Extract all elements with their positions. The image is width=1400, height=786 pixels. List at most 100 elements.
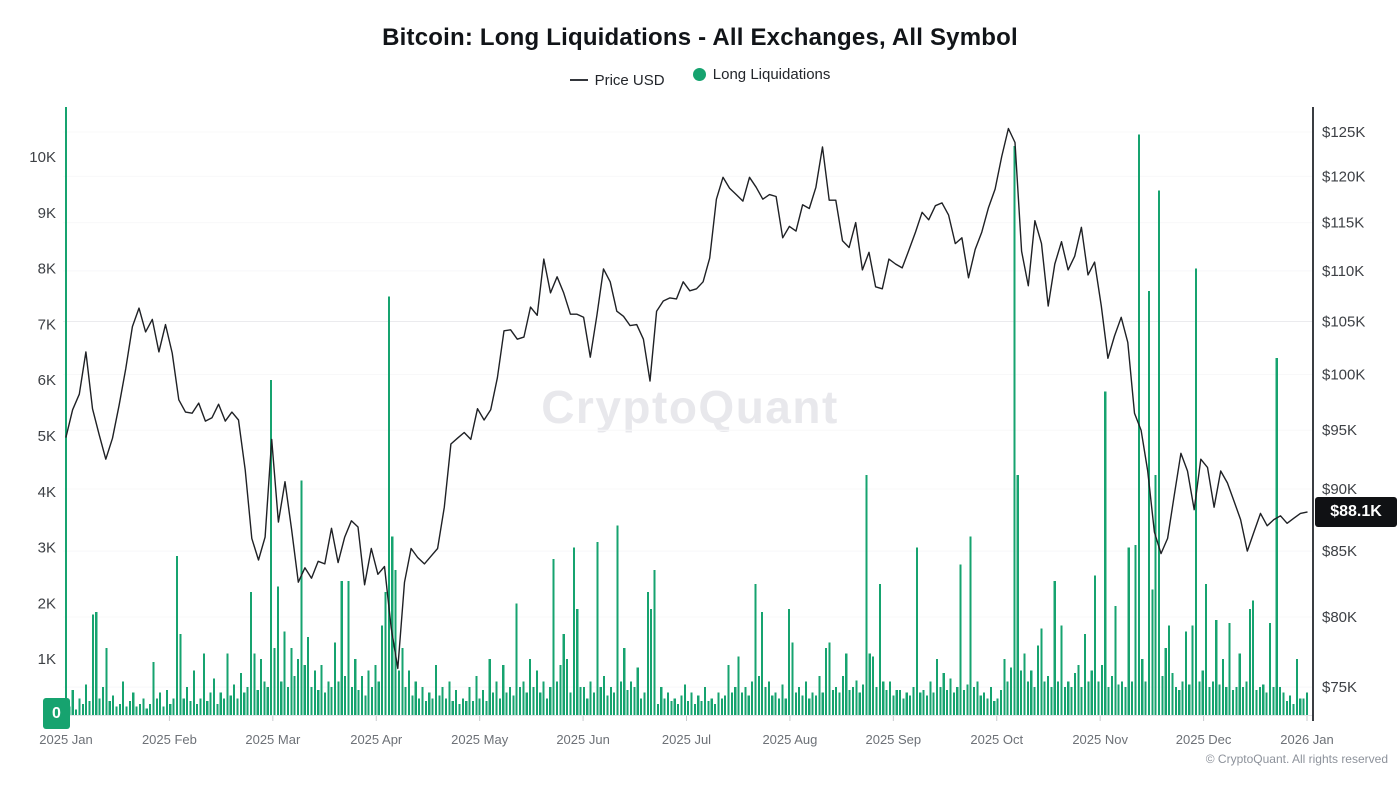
liquidation-bar [492,692,495,715]
liquidation-bar [223,698,226,715]
liquidation-bar [1174,687,1177,715]
liquidation-bar [1151,589,1154,715]
liquidation-bar [233,684,236,715]
liquidation-bar [1235,687,1238,715]
liquidation-bar [421,687,424,715]
liquidation-bar [1060,625,1063,715]
right-axis-labels: $75K $80K $85K $90K $95K $100K $105K $110K $115K… [1322,124,1365,696]
liquidation-bar [1279,687,1282,715]
liquidation-bar [747,695,750,715]
cryptoquant-watermark: CryptoQuant [541,381,839,433]
liquidation-bar [515,603,518,715]
liquidation-bar [411,695,414,715]
liquidation-bar [851,687,855,715]
liquidation-bar [196,703,199,715]
liquidation-bar [791,642,794,715]
liquidation-bar [996,698,999,715]
liquidation-bar [1201,670,1204,715]
liquidation-bar [239,673,242,715]
liquidation-bar [471,701,474,715]
liquidation-bar [145,708,148,715]
liquidation-bars [64,107,1309,716]
liquidation-bar [1050,687,1053,715]
liquidation-bar [959,564,962,715]
liquidation-bar [774,692,777,715]
x-axis-label: 2025 Dec [1176,732,1232,747]
liquidation-bar [347,581,350,715]
liquidation-bar [186,687,189,715]
liquidation-bar [1208,687,1211,715]
liquidation-bar [293,675,296,715]
liquidation-bar [660,687,663,715]
right-axis-label: $110K [1322,263,1364,280]
liquidation-bar [777,698,781,715]
liquidation-bar [710,698,713,715]
liquidation-bar [1161,675,1164,715]
liquidation-bar [1131,681,1134,715]
liquidation-bar [818,675,821,715]
liquidation-bar [666,692,670,715]
liquidation-bar [690,692,693,715]
liquidation-bar [1245,681,1248,715]
liquidation-bar [714,703,717,715]
liquidation-bar [394,569,397,715]
liquidation-bar [599,687,602,715]
liquidation-bar [1110,675,1113,715]
liquidation-bar [1231,689,1235,715]
liquidation-bar [175,555,179,715]
liquidation-bar [226,653,229,715]
liquidation-bar [579,687,582,715]
left-axis-label: 5K [38,428,56,445]
x-axis-label: 2025 Jun [556,732,610,747]
x-axis-label: 2025 Jan [39,732,93,747]
right-axis-label: $125K [1322,124,1365,141]
liquidation-bar [273,648,276,715]
liquidation-bar [656,703,659,715]
liquidation-bar [922,689,925,715]
liquidation-bar [835,687,838,715]
liquidation-bar [942,673,945,715]
liquidation-bar [434,664,437,715]
liquidation-bar [85,684,88,715]
liquidation-bar [374,664,377,715]
liquidation-bar [845,653,848,715]
x-axis-label: 2025 Apr [350,732,403,747]
liquidation-bar [740,692,744,715]
liquidation-bar [670,701,673,715]
liquidation-bar [112,695,115,715]
liquidation-bar [936,659,939,715]
liquidation-bar [253,653,256,715]
liquidation-bar [1272,687,1275,715]
liquidation-bar [905,692,908,715]
liquidation-bar [1302,698,1305,715]
liquidation-bar [495,681,498,715]
right-axis-label: $90K [1322,481,1357,498]
liquidation-bar [939,687,942,715]
liquidation-bar [448,681,451,715]
liquidation-bar [1033,687,1036,715]
legend-item-price[interactable]: Price USD [569,72,665,89]
liquidation-bar [596,542,599,715]
liquidation-bar [764,687,767,715]
liquidation-bar [525,692,528,715]
liquidation-bar [108,701,111,715]
liquidation-bar [929,681,932,715]
liquidation-bar [431,698,434,715]
liquidation-bar [1215,620,1218,715]
x-axis-label: 2025 Nov [1072,732,1128,747]
liquidation-bar [384,592,387,715]
liquidation-bar [821,692,824,715]
liquidation-bar [1292,703,1295,715]
right-axis-label: $105K [1322,313,1365,330]
liquidation-bar [646,592,649,715]
liquidation-bar [862,684,865,715]
liquidation-bar [1228,622,1231,715]
legend-item-liquidations[interactable]: Long Liquidations [692,66,830,83]
liquidation-bar [202,653,205,715]
liquidation-bar [270,380,273,715]
liquidation-bar [404,687,407,715]
liquidation-bar [569,692,572,715]
liquidation-bar [1141,659,1144,715]
liquidation-bar [1057,681,1060,715]
